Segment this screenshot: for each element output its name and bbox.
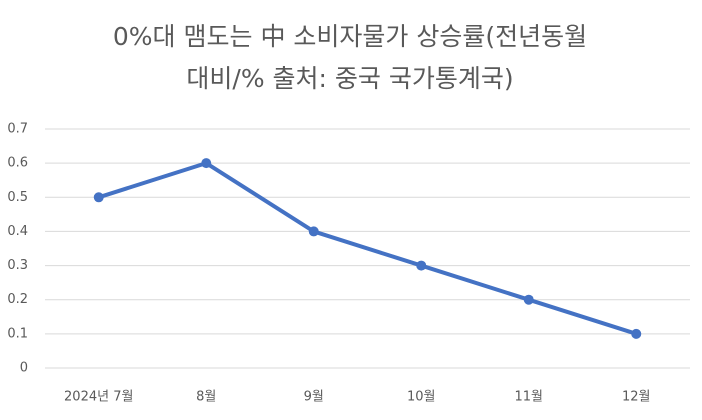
chart-title: 0%대 맴도는 中 소비자물가 상승률(전년동월	[113, 22, 587, 51]
point	[308, 226, 319, 237]
y-tick-label: 0.6	[7, 156, 28, 171]
y-tick-label: 0.4	[7, 224, 28, 239]
x-tick-label: 2024년 7월	[64, 390, 133, 405]
point	[201, 158, 212, 169]
point	[523, 294, 534, 305]
point	[93, 192, 104, 203]
y-tick-label: 0.5	[7, 190, 28, 205]
x-tick-label: 11월	[514, 390, 543, 405]
y-tick-label: 0	[20, 361, 28, 376]
x-tick-label: 8월	[196, 390, 216, 405]
point	[631, 328, 642, 339]
y-tick-label: 0.3	[7, 258, 28, 273]
x-tick-label: 9월	[304, 390, 324, 405]
chart-title: 대비/% 출처: 중국 국가통계국)	[186, 64, 513, 93]
x-tick-label: 12월	[622, 390, 651, 405]
x-tick-label: 10월	[407, 390, 436, 405]
line	[98, 161, 637, 336]
y-tick-label: 0.7	[7, 122, 28, 137]
y-tick-label: 0.2	[7, 292, 28, 307]
y-tick-label: 0.1	[7, 326, 28, 341]
point	[416, 260, 427, 271]
